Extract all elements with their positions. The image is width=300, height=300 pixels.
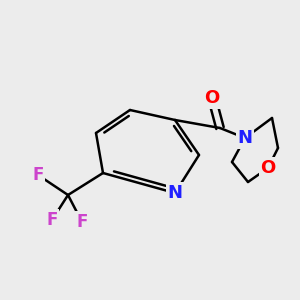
Text: F: F (46, 211, 58, 229)
Text: O: O (260, 159, 276, 177)
Text: F: F (32, 166, 44, 184)
Text: N: N (167, 184, 182, 202)
Text: O: O (204, 89, 220, 107)
Text: F: F (76, 213, 88, 231)
Text: N: N (238, 129, 253, 147)
